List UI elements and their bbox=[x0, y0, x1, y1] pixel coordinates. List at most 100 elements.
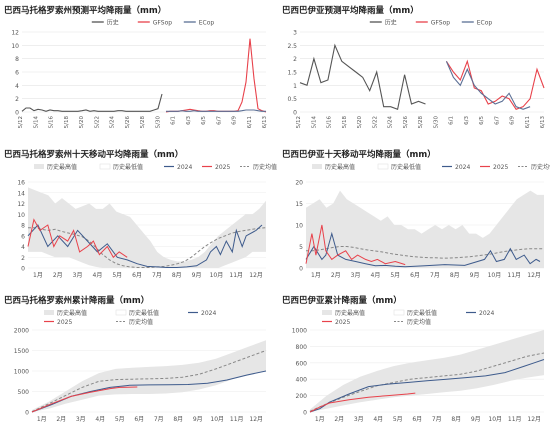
legend-label: 历史最高值 bbox=[335, 309, 365, 317]
x-tick-label: 5/16 bbox=[327, 116, 333, 129]
legend-label: 历史最低值 bbox=[407, 309, 437, 317]
y-tick-label: 1000 bbox=[292, 328, 307, 335]
x-tick-label: 7月 bbox=[432, 416, 442, 423]
y-tick-label: 0 bbox=[293, 110, 297, 117]
x-tick-label: 4月 bbox=[371, 272, 381, 279]
x-tick-label: 5/18 bbox=[342, 116, 348, 129]
y-tick-label: 14 bbox=[17, 190, 25, 197]
x-tick-label: 8月 bbox=[451, 416, 461, 423]
chart-forecast-mato-grosso: 0 2 4 6 8 10 12 5/12 5/14 5/16 5/18 5/20 5/22 5/24 5/2… bbox=[11, 19, 268, 129]
historical-range-band bbox=[28, 187, 266, 268]
x-tick-label: 2月 bbox=[53, 272, 63, 279]
x-tick-label: 5/28 bbox=[140, 116, 146, 129]
series-line-2024 bbox=[309, 359, 545, 413]
chart-title: 巴西巴伊亚预测平均降雨量（mm） bbox=[282, 6, 419, 16]
x-tick-label: 6/7 bbox=[216, 116, 222, 125]
x-tick-label: 6月 bbox=[134, 416, 144, 423]
x-tick-label: 6/13 bbox=[262, 116, 268, 129]
x-tick-label: 9月 bbox=[471, 416, 481, 423]
legend-label: 历史 bbox=[107, 19, 119, 27]
legend-label: 历史最低值 bbox=[129, 309, 159, 317]
legend-swatch bbox=[115, 309, 127, 316]
x-tick-label: 6/3 bbox=[186, 116, 192, 125]
panel-forecast-mato-grosso: 巴西马托格罗索州预测平均降雨量（mm） 0 2 4 6 8 10 12 5/12 5/14 5/1… bbox=[4, 4, 270, 134]
legend-label: GFSop bbox=[431, 20, 450, 27]
x-tick-label: 6/1 bbox=[171, 116, 177, 125]
x-tick-label: 12月 bbox=[527, 416, 541, 423]
x-tick-label: 12月 bbox=[527, 272, 541, 279]
x-tick-label: 5/16 bbox=[49, 116, 55, 129]
x-tick-label: 9月 bbox=[192, 272, 202, 279]
y-tick-label: 10 bbox=[11, 43, 19, 50]
legend-label: 2025 bbox=[493, 164, 508, 171]
legend-swatch bbox=[322, 310, 332, 315]
panel-ma10-bahia: 巴西巴伊亚十天移动平均降雨量（mm） 0 5 10 15 20 1月 2月 3月 4月 5月 6月 7… bbox=[282, 148, 550, 280]
x-tick-label: 4月 bbox=[373, 416, 383, 423]
y-tick-label: 8 bbox=[21, 223, 25, 230]
x-tick-label: 6/9 bbox=[510, 116, 516, 125]
x-tick-label: 1月 bbox=[315, 416, 325, 423]
y-tick-label: 16 bbox=[17, 180, 25, 187]
x-tick-label: 6/11 bbox=[525, 116, 531, 128]
series-line-2025 bbox=[309, 392, 416, 413]
x-tick-label: 6月 bbox=[132, 272, 142, 279]
y-tick-label: 0 bbox=[303, 410, 307, 417]
series-line-历史 bbox=[21, 93, 163, 112]
y-tick-label: 1 bbox=[293, 83, 297, 90]
chart-title: 巴西马托格罗索州预测平均降雨量（mm） bbox=[4, 6, 167, 16]
legend-label: 2024 bbox=[479, 310, 494, 317]
x-tick-label: 7月 bbox=[152, 272, 162, 279]
legend-swatch bbox=[44, 310, 54, 315]
x-tick-label: 5/30 bbox=[433, 116, 439, 129]
y-tick-label: 4 bbox=[15, 83, 19, 90]
chart-title: 巴西巴伊亚十天移动平均降雨量（mm） bbox=[282, 150, 436, 160]
legend-label: GFSop bbox=[153, 20, 172, 27]
y-tick-label: 6 bbox=[15, 70, 19, 77]
legend-label: 历史最低值 bbox=[391, 163, 421, 171]
legend-label: 2024 bbox=[177, 164, 192, 171]
x-tick-label: 5/24 bbox=[110, 116, 116, 129]
x-tick-label: 10月 bbox=[210, 272, 224, 279]
y-tick-label: 400 bbox=[296, 377, 308, 384]
x-tick-label: 7月 bbox=[430, 272, 440, 279]
x-tick-label: 5/20 bbox=[79, 116, 85, 129]
x-tick-label: 10月 bbox=[210, 416, 224, 423]
panel-cumulative-bahia: 巴西巴伊亚累计降雨量（mm） 0 200 400 600 800 1000 1月 2月 3月 4月… bbox=[282, 294, 548, 424]
x-tick-label: 6/7 bbox=[494, 116, 500, 125]
x-tick-label: 12月 bbox=[249, 416, 263, 423]
x-tick-label: 8月 bbox=[172, 272, 182, 279]
x-tick-label: 6月 bbox=[410, 272, 420, 279]
legend-label: 历史最高值 bbox=[57, 309, 87, 317]
x-tick-label: 10月 bbox=[488, 416, 502, 423]
x-tick-label: 2月 bbox=[56, 416, 66, 423]
x-tick-label: 3月 bbox=[354, 416, 364, 423]
historical-average-line bbox=[306, 246, 544, 259]
x-tick-label: 5/14 bbox=[33, 116, 39, 129]
series-line-GFSop bbox=[445, 59, 545, 110]
x-tick-label: 1月 bbox=[311, 272, 321, 279]
legend-label: 历史最高值 bbox=[325, 163, 355, 171]
x-tick-label: 3月 bbox=[73, 272, 83, 279]
y-tick-label: 0 bbox=[299, 266, 303, 273]
x-tick-label: 5月 bbox=[390, 272, 400, 279]
series-line-2024 bbox=[27, 224, 263, 268]
panel-cumulative-mato-grosso: 巴西马托格罗索州累计降雨量（mm） 0 500 1000 1500 2000 1月 2月 3月… bbox=[4, 294, 270, 424]
x-tick-label: 6/9 bbox=[232, 116, 238, 125]
y-tick-label: 15 bbox=[295, 201, 303, 208]
y-tick-label: 12 bbox=[11, 30, 19, 37]
legend-label: 历史均值 bbox=[407, 318, 431, 326]
x-tick-label: 6/13 bbox=[540, 116, 546, 129]
y-tick-label: 2 bbox=[21, 255, 25, 262]
x-tick-label: 5/26 bbox=[403, 116, 409, 129]
x-tick-label: 9月 bbox=[470, 272, 480, 279]
legend-label: 历史均值 bbox=[253, 163, 277, 171]
x-tick-label: 5/26 bbox=[125, 116, 131, 129]
x-tick-label: 6/3 bbox=[464, 116, 470, 125]
y-tick-label: 2.5 bbox=[287, 43, 297, 50]
legend-swatch bbox=[393, 309, 405, 316]
y-tick-label: 0 bbox=[25, 410, 29, 417]
y-tick-label: 0.5 bbox=[287, 96, 297, 103]
x-tick-label: 11月 bbox=[508, 416, 522, 423]
x-tick-label: 10月 bbox=[488, 272, 502, 279]
y-tick-label: 500 bbox=[18, 389, 30, 396]
